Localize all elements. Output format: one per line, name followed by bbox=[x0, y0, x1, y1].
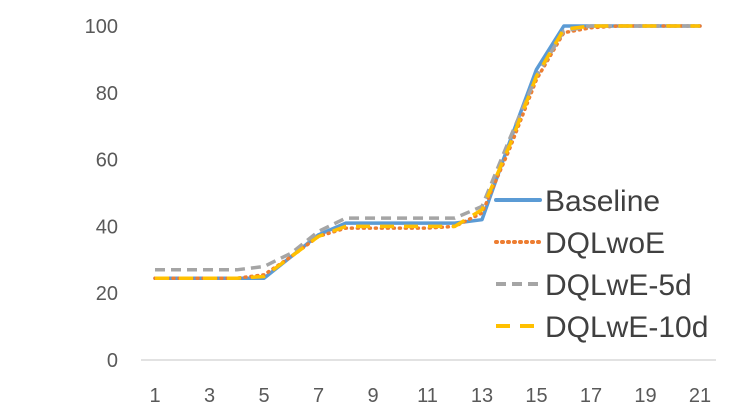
y-tick-label: 40 bbox=[96, 216, 118, 238]
legend-label: DQLwoE bbox=[545, 227, 665, 260]
y-tick-label: 80 bbox=[96, 83, 118, 105]
x-tick-label: 9 bbox=[367, 385, 378, 407]
y-tick-label: 60 bbox=[96, 150, 118, 172]
legend: Baseline DQLwoE DQLwE-5d DQLwE-10d bbox=[494, 185, 708, 344]
x-tick-label: 5 bbox=[258, 385, 269, 407]
legend-item-dqlwe-10d: DQLwE-10d bbox=[496, 311, 708, 344]
legend-label: DQLwE-10d bbox=[545, 311, 708, 344]
series-lines bbox=[153, 24, 702, 280]
series-line-dqlwe-5d bbox=[155, 24, 700, 272]
x-tick-label: 7 bbox=[313, 385, 324, 407]
x-tick-label: 19 bbox=[634, 385, 656, 407]
x-tick-label: 17 bbox=[580, 385, 602, 407]
y-tick-label: 20 bbox=[96, 283, 118, 305]
x-tick-label: 11 bbox=[417, 385, 438, 407]
legend-item-dqlwe-5d: DQLwE-5d bbox=[496, 269, 692, 302]
legend-label: DQLwE-5d bbox=[545, 269, 692, 302]
x-tick-label: 21 bbox=[689, 385, 711, 407]
legend-label: Baseline bbox=[545, 185, 660, 218]
x-axis-ticks: 1 3 5 7 9 11 13 15 17 19 21 bbox=[149, 385, 711, 407]
x-tick-label: 3 bbox=[204, 385, 215, 407]
x-tick-label: 15 bbox=[525, 385, 547, 407]
legend-item-dqlwoe: DQLwoE bbox=[494, 227, 665, 260]
y-tick-label: 100 bbox=[85, 16, 118, 38]
legend-item-baseline: Baseline bbox=[494, 185, 660, 218]
y-axis-ticks: 0 20 40 60 80 100 bbox=[85, 16, 118, 372]
y-tick-label: 0 bbox=[107, 350, 118, 372]
x-tick-label: 13 bbox=[471, 385, 493, 407]
x-tick-label: 1 bbox=[149, 385, 160, 407]
